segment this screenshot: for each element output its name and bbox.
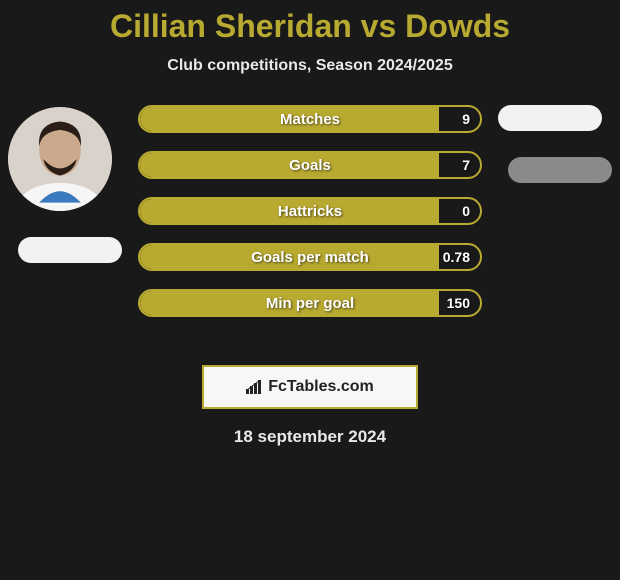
stat-bar-matches: Matches 9 (138, 105, 482, 133)
player1-name-pill (18, 237, 122, 263)
body-row: Matches 9 Goals 7 Hattricks 0 Goals per … (0, 105, 620, 345)
player2-name-pill (498, 105, 602, 131)
stat-bar-goals: Goals 7 (138, 151, 482, 179)
stat-bars: Matches 9 Goals 7 Hattricks 0 Goals per … (138, 105, 482, 335)
bar-label: Matches (140, 107, 480, 131)
bar-label: Goals per match (140, 245, 480, 269)
bar-label: Min per goal (140, 291, 480, 315)
subtitle: Club competitions, Season 2024/2025 (0, 57, 620, 75)
stat-bar-goals-per-match: Goals per match 0.78 (138, 243, 482, 271)
bar-value: 0 (462, 199, 470, 223)
title-player2: Dowds (405, 8, 510, 44)
bar-value: 0.78 (443, 245, 470, 269)
source-logo: FcTables.com (202, 365, 418, 409)
bar-value: 150 (447, 291, 470, 315)
bar-chart-icon (246, 380, 264, 394)
stat-bar-min-per-goal: Min per goal 150 (138, 289, 482, 317)
player-avatar (8, 107, 112, 211)
player2-sub-pill (508, 157, 612, 183)
bar-value: 7 (462, 153, 470, 177)
bar-value: 9 (462, 107, 470, 131)
title-vs: vs (361, 8, 397, 44)
bar-label: Goals (140, 153, 480, 177)
avatar-illustration (8, 107, 112, 211)
date-label: 18 september 2024 (0, 427, 620, 447)
logo-label: FcTables.com (268, 378, 374, 396)
stat-bar-hattricks: Hattricks 0 (138, 197, 482, 225)
bar-label: Hattricks (140, 199, 480, 223)
title-player1: Cillian Sheridan (110, 8, 352, 44)
page-title: Cillian Sheridan vs Dowds (0, 8, 620, 45)
comparison-card: Cillian Sheridan vs Dowds Club competiti… (0, 0, 620, 447)
logo-text: FcTables.com (246, 378, 374, 396)
